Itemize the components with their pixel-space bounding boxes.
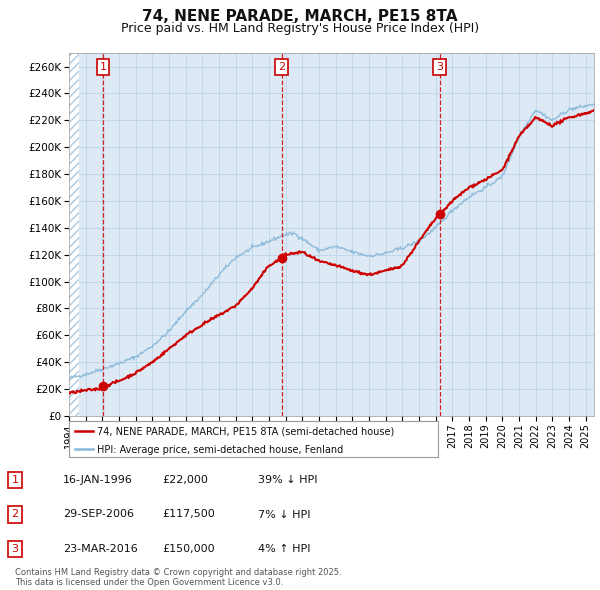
Text: 74, NENE PARADE, MARCH, PE15 8TA (semi-detached house): 74, NENE PARADE, MARCH, PE15 8TA (semi-d… [97, 427, 394, 437]
Text: 3: 3 [11, 544, 19, 553]
Text: Contains HM Land Registry data © Crown copyright and database right 2025.
This d: Contains HM Land Registry data © Crown c… [15, 568, 341, 587]
Text: HPI: Average price, semi-detached house, Fenland: HPI: Average price, semi-detached house,… [97, 445, 343, 455]
Text: Price paid vs. HM Land Registry's House Price Index (HPI): Price paid vs. HM Land Registry's House … [121, 22, 479, 35]
Text: 7% ↓ HPI: 7% ↓ HPI [258, 510, 311, 519]
Text: 4% ↑ HPI: 4% ↑ HPI [258, 544, 311, 553]
Text: £150,000: £150,000 [162, 544, 215, 553]
Text: £22,000: £22,000 [162, 476, 208, 485]
Text: 1: 1 [11, 476, 19, 485]
Text: 2: 2 [11, 510, 19, 519]
Text: 3: 3 [436, 62, 443, 72]
Text: 23-MAR-2016: 23-MAR-2016 [63, 544, 138, 553]
Text: 1: 1 [100, 62, 107, 72]
Text: 16-JAN-1996: 16-JAN-1996 [63, 476, 133, 485]
Text: 29-SEP-2006: 29-SEP-2006 [63, 510, 134, 519]
Bar [69, 53, 79, 416]
Text: 39% ↓ HPI: 39% ↓ HPI [258, 476, 317, 485]
Text: £117,500: £117,500 [162, 510, 215, 519]
Text: 2: 2 [278, 62, 285, 72]
Text: 74, NENE PARADE, MARCH, PE15 8TA: 74, NENE PARADE, MARCH, PE15 8TA [142, 9, 458, 24]
